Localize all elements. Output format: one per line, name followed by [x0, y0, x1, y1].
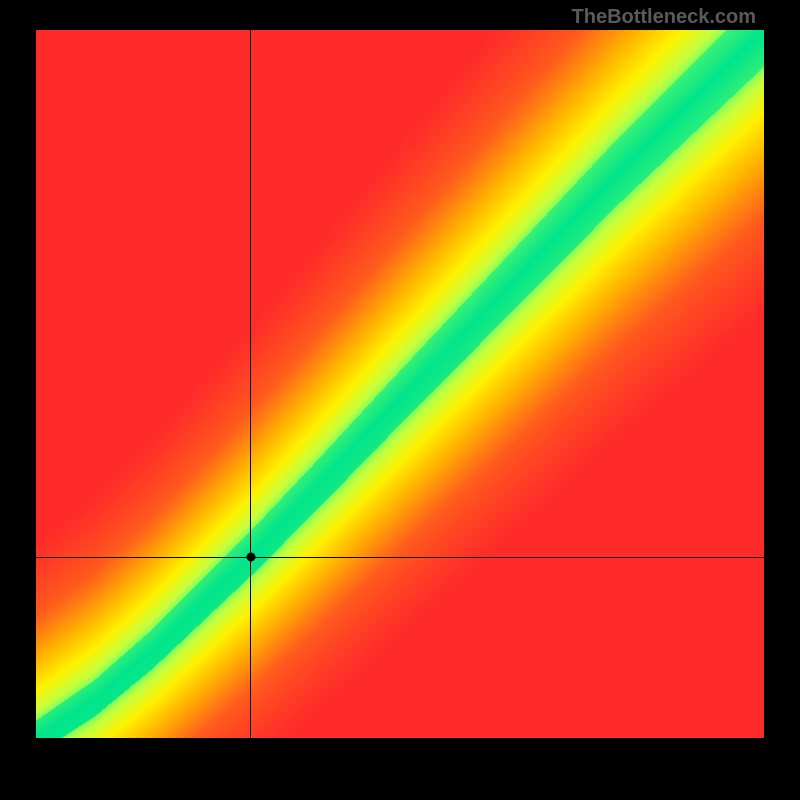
heatmap-canvas — [36, 30, 764, 738]
attribution-text: TheBottleneck.com — [572, 6, 756, 29]
crosshair-horizontal — [36, 557, 764, 558]
crosshair-vertical — [250, 30, 251, 738]
bottleneck-heatmap — [36, 30, 764, 738]
data-point-marker — [246, 553, 255, 562]
